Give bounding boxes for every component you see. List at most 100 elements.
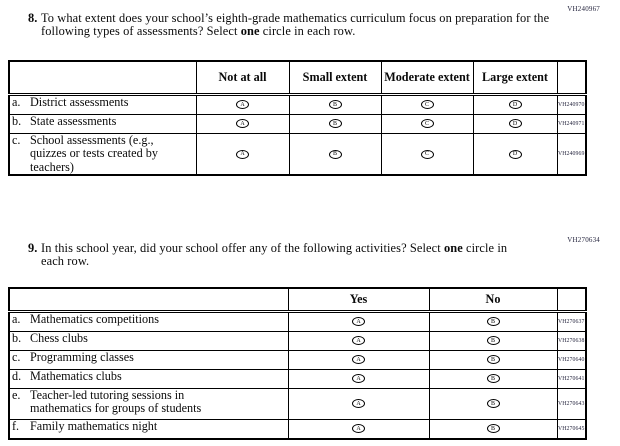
answer-cell-small-extent: B — [288, 93, 382, 115]
row-label: e. Teacher-led tutoring sessions in mathe… — [8, 387, 289, 420]
answer-cell-yes: A — [287, 330, 430, 351]
answer-oval-a[interactable]: A — [352, 424, 365, 434]
answer-oval-a[interactable]: A — [352, 336, 365, 346]
row-label: a. District assessments — [8, 93, 197, 115]
row-label-text: Mathematics clubs — [30, 368, 122, 383]
answer-cell-no: B — [428, 368, 558, 389]
q8-question: 8. To what extent does your school’s eig… — [28, 12, 553, 38]
row-vh-code: VH270645 — [556, 418, 587, 439]
q9-column-header: No — [428, 287, 558, 313]
q9-text-bold: one — [443, 241, 463, 255]
answer-cell-yes: A — [287, 387, 430, 420]
row-label-text: School assessments (e.g., quizzes or tes… — [30, 132, 158, 174]
q9-text-post: circle in each row. — [41, 241, 508, 268]
q8-question-number: 8. — [28, 11, 38, 25]
q9-text-pre: In this school year, did your school off… — [41, 241, 444, 255]
row-label: a. Mathematics competitions — [8, 310, 289, 332]
answer-oval-d[interactable]: D — [508, 100, 522, 110]
answer-oval-a[interactable]: A — [236, 100, 249, 110]
q8-column-header: Not at all — [195, 60, 290, 96]
row-vh-code: VH270640 — [556, 349, 587, 370]
answer-cell-yes: A — [287, 349, 430, 370]
answer-cell-not-at-all: A — [195, 93, 290, 115]
row-letter: c. — [12, 349, 21, 364]
q8-question-text: To what extent does your school’s eighth… — [41, 12, 553, 38]
row-letter: a. — [12, 94, 21, 109]
row-vh-code: VH240971 — [556, 113, 587, 134]
answer-cell-not-at-all: A — [195, 132, 290, 176]
answer-oval-a[interactable]: A — [236, 149, 249, 159]
answer-cell-small-extent: B — [288, 132, 382, 176]
answer-cell-large-extent: D — [472, 93, 558, 115]
q8-table-row: a. District assessments A B C D VH240970 — [8, 93, 587, 115]
answer-oval-a[interactable]: A — [352, 355, 365, 365]
answer-cell-small-extent: B — [288, 113, 382, 134]
row-letter: c. — [12, 132, 21, 147]
q9-header-code-blank — [556, 287, 587, 313]
answer-cell-not-at-all: A — [195, 113, 290, 134]
q8-answer-table: Not at all Small extent Moderate extent Lar… — [8, 60, 587, 176]
answer-oval-a[interactable]: A — [352, 317, 365, 327]
answer-oval-c[interactable]: C — [420, 100, 434, 110]
answer-oval-b[interactable]: B — [328, 100, 342, 110]
q9-table-row: d. Mathematics clubs A B VH270641 — [8, 368, 587, 389]
answer-oval-c[interactable]: C — [420, 119, 434, 129]
answer-oval-b[interactable]: B — [486, 355, 500, 365]
row-label: c. Programming classes — [8, 349, 289, 370]
answer-oval-b[interactable]: B — [486, 317, 500, 327]
answer-oval-b[interactable]: B — [328, 149, 342, 159]
q8-column-header: Large extent — [472, 60, 558, 96]
answer-oval-a[interactable]: A — [352, 399, 365, 409]
answer-cell-no: B — [428, 387, 558, 420]
row-vh-code: VH270637 — [556, 310, 587, 332]
row-label-text: Teacher-led tutoring sessions in mathema… — [30, 387, 202, 415]
q9-question-text: In this school year, did your school off… — [41, 242, 533, 268]
q8-table-row: c. School assessments (e.g., quizzes or t… — [8, 132, 587, 176]
q9-question: 9. In this school year, did your school … — [28, 242, 533, 268]
q8-header-code-blank — [556, 60, 587, 96]
q8-vh-code: VH240967 — [567, 5, 600, 13]
row-letter: d. — [12, 368, 22, 383]
answer-cell-no: B — [428, 310, 558, 332]
answer-oval-c[interactable]: C — [420, 149, 434, 159]
answer-cell-moderate-extent: C — [380, 93, 474, 115]
answer-cell-yes: A — [287, 310, 430, 332]
answer-cell-large-extent: D — [472, 132, 558, 176]
row-vh-code: VH270643 — [556, 387, 587, 420]
row-vh-code: VH270638 — [556, 330, 587, 351]
q8-table-row: b. State assessments A B C D VH240971 — [8, 113, 587, 134]
answer-cell-yes: A — [287, 368, 430, 389]
answer-oval-b[interactable]: B — [328, 119, 342, 129]
answer-oval-a[interactable]: A — [236, 119, 249, 129]
answer-oval-b[interactable]: B — [486, 336, 500, 346]
q9-table-row: c. Programming classes A B VH270640 — [8, 349, 587, 370]
answer-cell-moderate-extent: C — [380, 132, 474, 176]
answer-cell-no: B — [428, 418, 558, 439]
answer-oval-d[interactable]: D — [508, 149, 522, 159]
row-vh-code: VH240970 — [556, 93, 587, 115]
q9-question-number: 9. — [28, 241, 38, 255]
q8-column-header: Moderate extent — [380, 60, 474, 96]
row-letter: b. — [12, 330, 22, 345]
answer-oval-a[interactable]: A — [352, 374, 365, 384]
answer-cell-no: B — [428, 330, 558, 351]
q9-vh-code: VH270634 — [567, 236, 600, 244]
q9-table-row: b. Chess clubs A B VH270638 — [8, 330, 587, 351]
answer-oval-b[interactable]: B — [486, 399, 500, 409]
answer-cell-large-extent: D — [472, 113, 558, 134]
row-label-text: District assessments — [30, 94, 129, 109]
row-label-text: Chess clubs — [30, 330, 88, 345]
q9-table-row: a. Mathematics competitions A B VH270637 — [8, 310, 587, 332]
row-letter: a. — [12, 311, 21, 326]
q9-header-blank — [8, 287, 289, 313]
row-label-text: Family mathematics night — [30, 418, 158, 433]
row-letter: f. — [12, 418, 20, 433]
q8-column-header: Small extent — [288, 60, 382, 96]
answer-cell-no: B — [428, 349, 558, 370]
answer-oval-d[interactable]: D — [508, 119, 522, 129]
row-vh-code: VH270641 — [556, 368, 587, 389]
q9-answer-table: Yes No a. Mathematics competitions A B VH27063… — [8, 287, 587, 440]
answer-oval-b[interactable]: B — [486, 424, 500, 434]
answer-oval-b[interactable]: B — [486, 374, 500, 384]
